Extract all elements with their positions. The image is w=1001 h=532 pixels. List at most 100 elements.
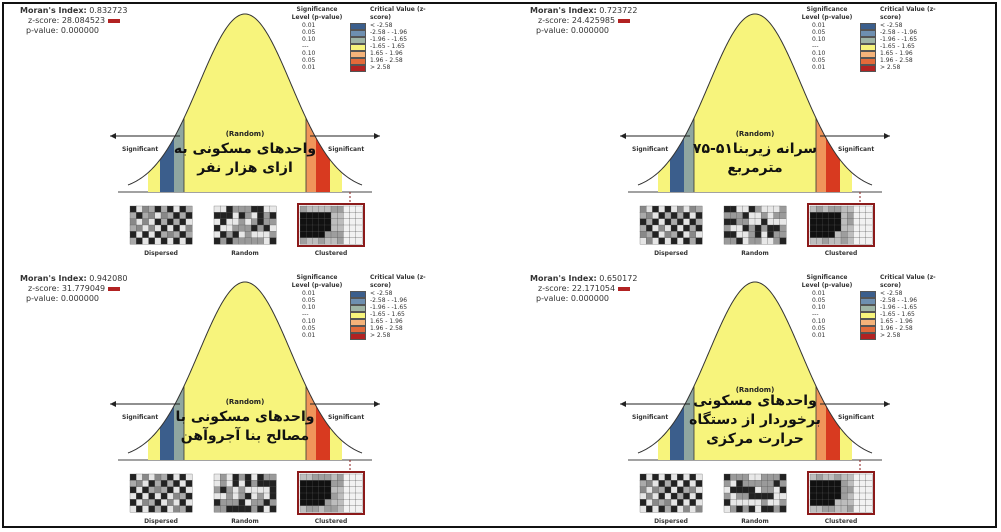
- map-cell: [754, 473, 762, 481]
- legend-swatch: [860, 23, 876, 30]
- map-cell: [773, 505, 781, 513]
- legend-header: Significance Level (p-value) Critical Val…: [798, 6, 978, 22]
- map-cell: [742, 224, 750, 232]
- map-cell: [306, 499, 313, 507]
- legend-zscore: -1.65 - 1.65: [370, 43, 405, 50]
- legend-zscore: 1.96 - 2.58: [880, 325, 913, 332]
- legend-pvalue: 0.05: [302, 57, 316, 64]
- map-cell: [658, 492, 666, 500]
- map-cell: [269, 224, 277, 232]
- map-cell: [677, 218, 684, 226]
- legend-header-sig: Significance Level (p-value): [291, 274, 343, 289]
- map-cell: [639, 237, 647, 245]
- map-cell: [822, 486, 830, 494]
- map-cell: [748, 218, 756, 226]
- variable-title-line: برخوردار از دستگاه: [689, 412, 821, 428]
- map-cell: [142, 473, 150, 481]
- morans-i-panel-2: Moran's Index: 0.723722 z-score: 24.42598…: [520, 6, 990, 262]
- map-cell: [748, 505, 756, 513]
- map-cell: [809, 212, 817, 220]
- map-cell: [148, 237, 156, 245]
- legend-swatch: [350, 312, 366, 319]
- map-cell: [742, 218, 750, 226]
- map-cell: [664, 224, 672, 232]
- map-cell: [822, 205, 830, 213]
- legend-header: Significance Level (p-value) Critical Val…: [798, 274, 978, 290]
- map-cell: [244, 212, 252, 220]
- map-cell: [773, 205, 781, 213]
- map-cell: [213, 212, 221, 220]
- map-cell: [847, 212, 854, 220]
- map-cell: [683, 505, 691, 513]
- map-cell: [312, 237, 320, 245]
- map-cell: [816, 212, 823, 220]
- map-cell: [263, 237, 271, 245]
- map-cell: [167, 224, 174, 232]
- map-cell: [263, 480, 271, 488]
- map-cell: [748, 486, 756, 494]
- map-cell: [652, 499, 660, 507]
- map-cell: [142, 205, 150, 213]
- map-cell: [167, 492, 174, 500]
- map-cell: [238, 480, 246, 488]
- map-cell: [730, 212, 737, 220]
- legend-zscore: -1.96 - -1.65: [370, 36, 408, 43]
- map-cell: [816, 224, 823, 232]
- pvalue-value: 0.000000: [570, 294, 610, 303]
- map-cell: [865, 473, 873, 481]
- map-cell: [269, 231, 277, 239]
- map-cell: [664, 505, 672, 513]
- map-cell: [299, 480, 307, 488]
- significant-right-label: Significant: [838, 146, 875, 153]
- map-cell: [779, 492, 787, 500]
- legend-pvalue: 0.10: [302, 304, 316, 311]
- map-cell: [736, 486, 744, 494]
- map-cell: [312, 205, 320, 213]
- map-cell: [695, 218, 703, 226]
- map-cell: [324, 486, 332, 494]
- map-cell: [269, 218, 277, 226]
- map-cell: [129, 218, 137, 226]
- map-cell: [730, 237, 737, 245]
- map-cell: [136, 212, 143, 220]
- map-cell: [179, 218, 187, 226]
- map-cell: [639, 473, 647, 481]
- map-cell: [761, 237, 768, 245]
- legend-swatch: [350, 51, 366, 58]
- map-cell: [670, 480, 678, 488]
- map-cell: [154, 473, 162, 481]
- legend-zscore: -1.65 - 1.65: [880, 311, 915, 318]
- map-cell: [148, 231, 156, 239]
- pvalue-row: p-value: 0.000000: [530, 26, 670, 36]
- map-cell: [639, 231, 647, 239]
- map-cell: [761, 218, 768, 226]
- map-cell: [324, 480, 332, 488]
- map-cell: [142, 237, 150, 245]
- map-cell: [244, 237, 252, 245]
- map-cell: [324, 231, 332, 239]
- legend-row: 0.01 > 2.58: [798, 332, 978, 340]
- map-cell: [167, 218, 174, 226]
- map-cell: [639, 205, 647, 213]
- map-cell: [318, 473, 326, 481]
- significance-legend: Significance Level (p-value) Critical Val…: [798, 6, 978, 72]
- map-cell: [154, 212, 162, 220]
- map-cell: [754, 224, 762, 232]
- legend-swatch: [860, 37, 876, 44]
- map-cell: [859, 237, 867, 245]
- right-arrowhead: [884, 133, 890, 139]
- map-cell: [840, 205, 848, 213]
- map-cell: [847, 473, 854, 481]
- map-cell: [154, 486, 162, 494]
- zscore-label: z-score:: [538, 284, 570, 293]
- random-map-caption: Random: [741, 518, 769, 525]
- morans-i-panel-3: Moran's Index: 0.942080 z-score: 31.77904…: [10, 274, 480, 530]
- legend-swatch: [860, 65, 876, 72]
- legend-zscore: < -2.58: [370, 290, 393, 297]
- map-cell: [349, 205, 357, 213]
- map-cell: [136, 480, 143, 488]
- map-cell: [809, 499, 817, 507]
- map-cell: [129, 499, 137, 507]
- variable-title-line: مترمربع: [727, 160, 783, 176]
- legend-zscore: -2.58 - -1.96: [880, 29, 918, 36]
